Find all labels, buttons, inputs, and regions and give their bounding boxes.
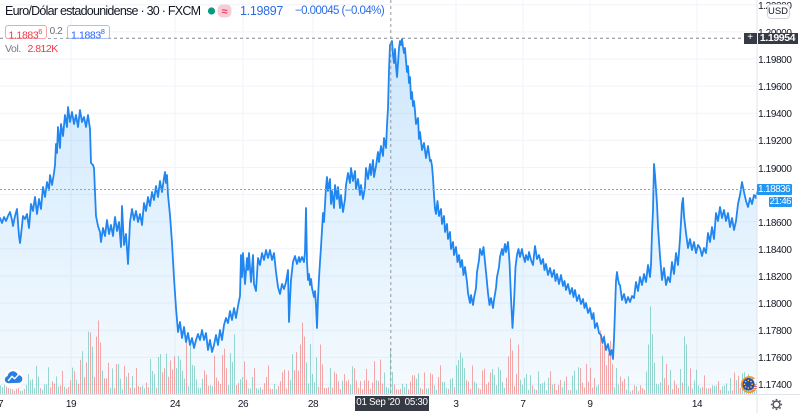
svg-text:≈: ≈ bbox=[221, 6, 227, 18]
